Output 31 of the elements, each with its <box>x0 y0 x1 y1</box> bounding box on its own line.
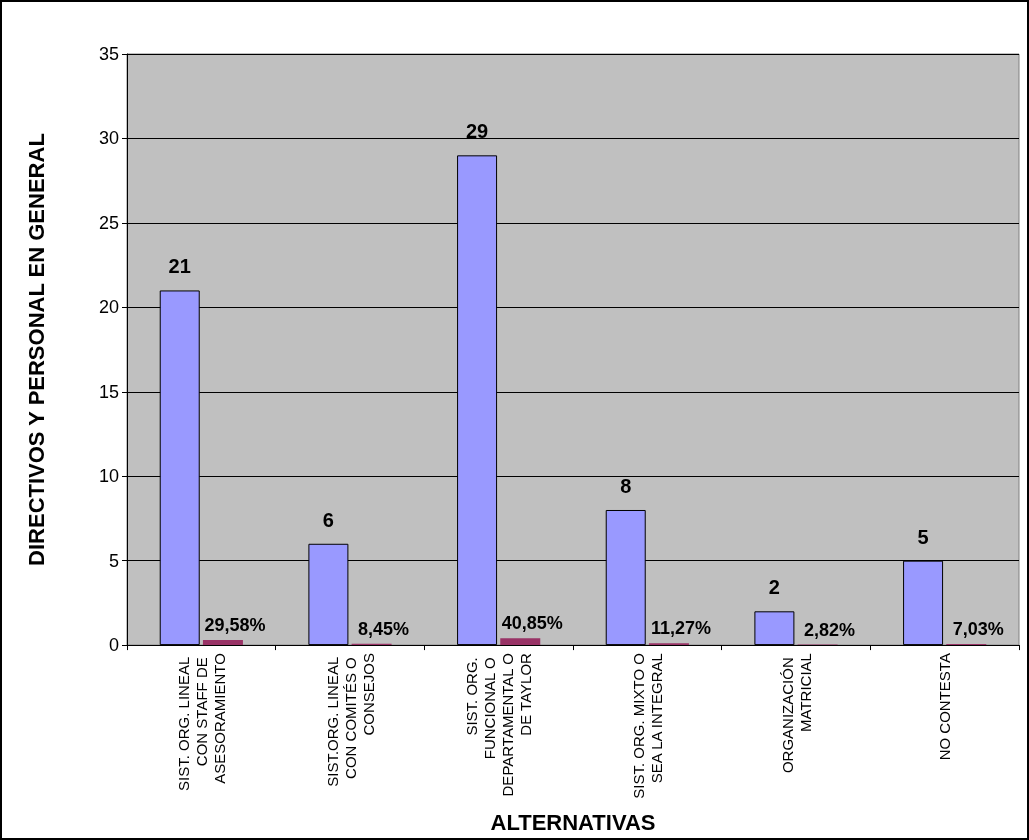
y-tick-label: 35 <box>98 44 119 64</box>
x-tick-label: ORGANIZACIÓN MATRICIAL <box>778 653 814 774</box>
x-tick-label: NO CONTESTA <box>936 653 954 761</box>
y-tick-label: 15 <box>98 381 119 402</box>
data-label: 2,82% <box>804 619 856 640</box>
data-label: 40,85% <box>501 613 563 634</box>
y-tick-label: 5 <box>108 550 119 571</box>
x-axis-title: ALTERNATIVAS <box>490 809 656 835</box>
data-label: 7,03% <box>952 618 1004 639</box>
x-tick-label: SIST.ORG. LINEAL CON COMITÉS O CONSEJOS <box>323 653 377 787</box>
x-tick-label: SIST. ORG. LINEAL CON STAFF DE ASESORAMIENTO <box>174 653 228 791</box>
data-label: 29 <box>465 120 489 143</box>
y-axis-title: DIRECTIVOS Y PERSONAL EN GENERAL <box>23 133 49 566</box>
bar <box>202 640 243 646</box>
data-label: 5 <box>917 525 929 548</box>
y-tick-label: 30 <box>98 128 119 149</box>
y-tick-label: 20 <box>98 297 119 318</box>
data-label: 8,45% <box>358 618 410 639</box>
data-label: 11,27% <box>650 618 711 639</box>
data-label: 29,58% <box>204 615 266 636</box>
x-tick-label: SIST. ORG. MIXTO O SEA LA INTEGRAL <box>629 653 665 799</box>
y-tick-label: 10 <box>98 466 119 487</box>
y-tick-label: 0 <box>108 635 119 656</box>
data-label: 8 <box>620 474 632 497</box>
bar <box>500 638 541 646</box>
y-tick-label: 25 <box>98 212 119 233</box>
bar <box>754 611 795 646</box>
x-tick-label: SIST. ORG. FUNCIONAL O DEPARTAMENTAL O DE TAYLOR <box>463 652 535 797</box>
data-label: 2 <box>768 576 780 599</box>
data-label: 21 <box>168 255 191 278</box>
data-label: 6 <box>322 508 334 531</box>
